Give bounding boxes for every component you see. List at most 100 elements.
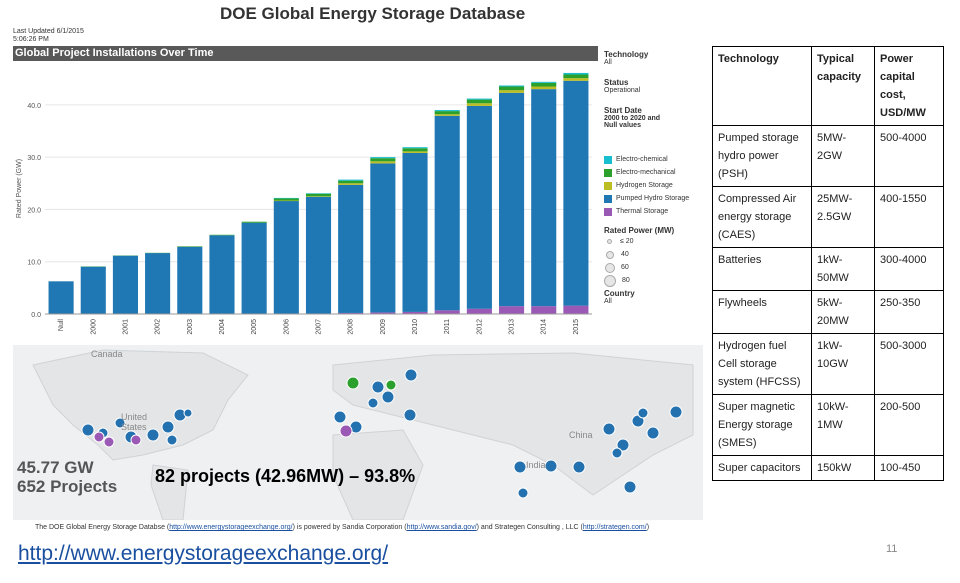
bar-segment[interactable] — [273, 200, 299, 202]
database-url-link[interactable]: http://www.energystorageexchange.org/ — [18, 542, 389, 565]
size-circle — [605, 262, 615, 273]
bar-segment[interactable] — [531, 81, 557, 83]
project-dot — [637, 407, 649, 419]
bar-segment[interactable] — [402, 147, 428, 149]
bar-segment[interactable] — [531, 82, 557, 87]
credit-link-energystorage[interactable]: http://www.energystorageexchange.org/ — [169, 524, 293, 531]
last-updated-time: 5:06:26 PM — [13, 36, 49, 43]
bar-segment[interactable] — [499, 86, 525, 91]
bar-segment[interactable] — [466, 308, 492, 314]
project-dot — [367, 397, 379, 409]
legend-item[interactable]: Electro-chemical — [604, 153, 706, 166]
cell-cost: 500-4000 — [874, 125, 944, 187]
map-summary: 45.77 GW 652 Projects — [17, 458, 117, 496]
bar-segment[interactable] — [273, 198, 299, 201]
bar-segment[interactable] — [402, 311, 428, 314]
bar-segment[interactable] — [531, 306, 557, 314]
bar-segment[interactable] — [338, 183, 364, 185]
projects-note: 82 projects (42.96MW) – 93.8% — [155, 466, 416, 486]
bar-segment[interactable] — [241, 222, 267, 314]
bar-segment[interactable] — [177, 246, 203, 314]
bar-segment[interactable] — [112, 255, 138, 314]
bar-segment[interactable] — [241, 221, 267, 223]
bar-segment[interactable] — [434, 310, 460, 314]
legend-item[interactable]: Hydrogen Storage — [604, 179, 706, 192]
bar-segment[interactable] — [499, 90, 525, 93]
table-row: Compressed Air energy storage (CAES) 25MW… — [712, 186, 944, 248]
bar-segment[interactable] — [434, 114, 460, 116]
bar-segment[interactable] — [338, 312, 364, 314]
bar-segment[interactable] — [531, 86, 557, 90]
y-tick-label: 30.0 — [27, 155, 41, 162]
technology-table: Technology Typical capacity Power capita… — [712, 46, 944, 481]
filter-country[interactable]: Country All — [604, 289, 706, 305]
land-south-america — [150, 464, 189, 520]
chart-header: Global Project Installations Over Time — [13, 46, 598, 61]
x-tick-label: 2009 — [380, 319, 387, 335]
x-tick-label: 2001 — [122, 319, 129, 335]
bar-segment[interactable] — [466, 98, 492, 100]
table-row: Super capacitors 150kW 100-450 — [712, 455, 944, 481]
bar-segment[interactable] — [563, 305, 589, 314]
bar-segment[interactable] — [434, 115, 460, 311]
bar-segment[interactable] — [305, 196, 332, 197]
rated-power-legend: Rated Power (MW) ≤ 20 40 60 80 — [604, 226, 706, 287]
bar-segment[interactable] — [305, 193, 332, 194]
credit-link-strategen[interactable]: http://strategen.com/ — [582, 524, 647, 531]
bar-segment[interactable] — [48, 281, 74, 314]
bar-segment[interactable] — [434, 111, 460, 115]
bar-segment[interactable] — [370, 312, 396, 314]
project-map[interactable]: Canada United States China India 45.77 G… — [13, 345, 703, 520]
bar-segment[interactable] — [563, 78, 589, 81]
bar-segment[interactable] — [370, 157, 396, 159]
land-africa — [332, 429, 424, 520]
map-label-india: India — [526, 460, 546, 470]
bar-segment[interactable] — [177, 246, 203, 247]
credit-link-sandia[interactable]: http://www.sandia.gov/ — [406, 524, 477, 531]
bar-segment[interactable] — [466, 103, 492, 106]
bar-segment[interactable] — [466, 105, 492, 309]
bar-segment[interactable] — [563, 74, 589, 79]
bar-segment[interactable] — [338, 184, 364, 313]
bar-segment[interactable] — [305, 196, 332, 314]
cell-capacity: 25MW-2.5GW — [811, 186, 875, 248]
bar-segment[interactable] — [466, 99, 492, 104]
x-tick-label: 2012 — [476, 319, 483, 335]
bar-segment[interactable] — [531, 89, 557, 307]
y-tick-label: 0.0 — [31, 312, 41, 319]
bar-segment[interactable] — [499, 92, 525, 307]
bar-segment[interactable] — [402, 148, 428, 152]
bar-segment[interactable] — [370, 161, 396, 164]
bar-segment[interactable] — [338, 179, 364, 181]
bar-segment[interactable] — [402, 151, 428, 153]
legend-item[interactable]: Pumped Hydro Storage — [604, 192, 706, 205]
bar-segment[interactable] — [499, 306, 525, 314]
table-row: Flywheels 5kW-20MW 250-350 — [712, 290, 944, 334]
bar-segment[interactable] — [402, 152, 428, 312]
bar-segment[interactable] — [273, 197, 299, 199]
bar-segment[interactable] — [338, 180, 364, 184]
bar-segment[interactable] — [370, 158, 396, 162]
bar-segment[interactable] — [563, 80, 589, 306]
bar-segment[interactable] — [434, 110, 460, 112]
project-dot — [616, 438, 630, 452]
filter-start-date[interactable]: Start Date 2000 to 2020 and Null values — [604, 106, 706, 129]
bar-segment[interactable] — [80, 266, 106, 314]
legend-swatch — [604, 207, 612, 216]
legend-item[interactable]: Electro-mechanical — [604, 166, 706, 179]
legend-item[interactable]: Thermal Storage — [604, 205, 706, 218]
filter-technology[interactable]: Technology All — [604, 50, 706, 66]
table-header-row: Technology Typical capacity Power capita… — [712, 46, 944, 126]
bar-segment[interactable] — [370, 163, 396, 313]
filter-start-date-label: Start Date — [604, 106, 642, 115]
bar-segment[interactable] — [209, 234, 235, 236]
bar-segment[interactable] — [305, 193, 332, 197]
bar-segment[interactable] — [499, 85, 525, 87]
filter-status[interactable]: Status Operational — [604, 78, 706, 94]
bar-segment[interactable] — [563, 72, 589, 75]
bar-segment[interactable] — [273, 201, 299, 314]
bar-segment[interactable] — [145, 253, 171, 314]
filter-status-value: Operational — [604, 87, 641, 94]
x-tick-label: 2002 — [155, 319, 162, 335]
bar-segment[interactable] — [209, 235, 235, 314]
